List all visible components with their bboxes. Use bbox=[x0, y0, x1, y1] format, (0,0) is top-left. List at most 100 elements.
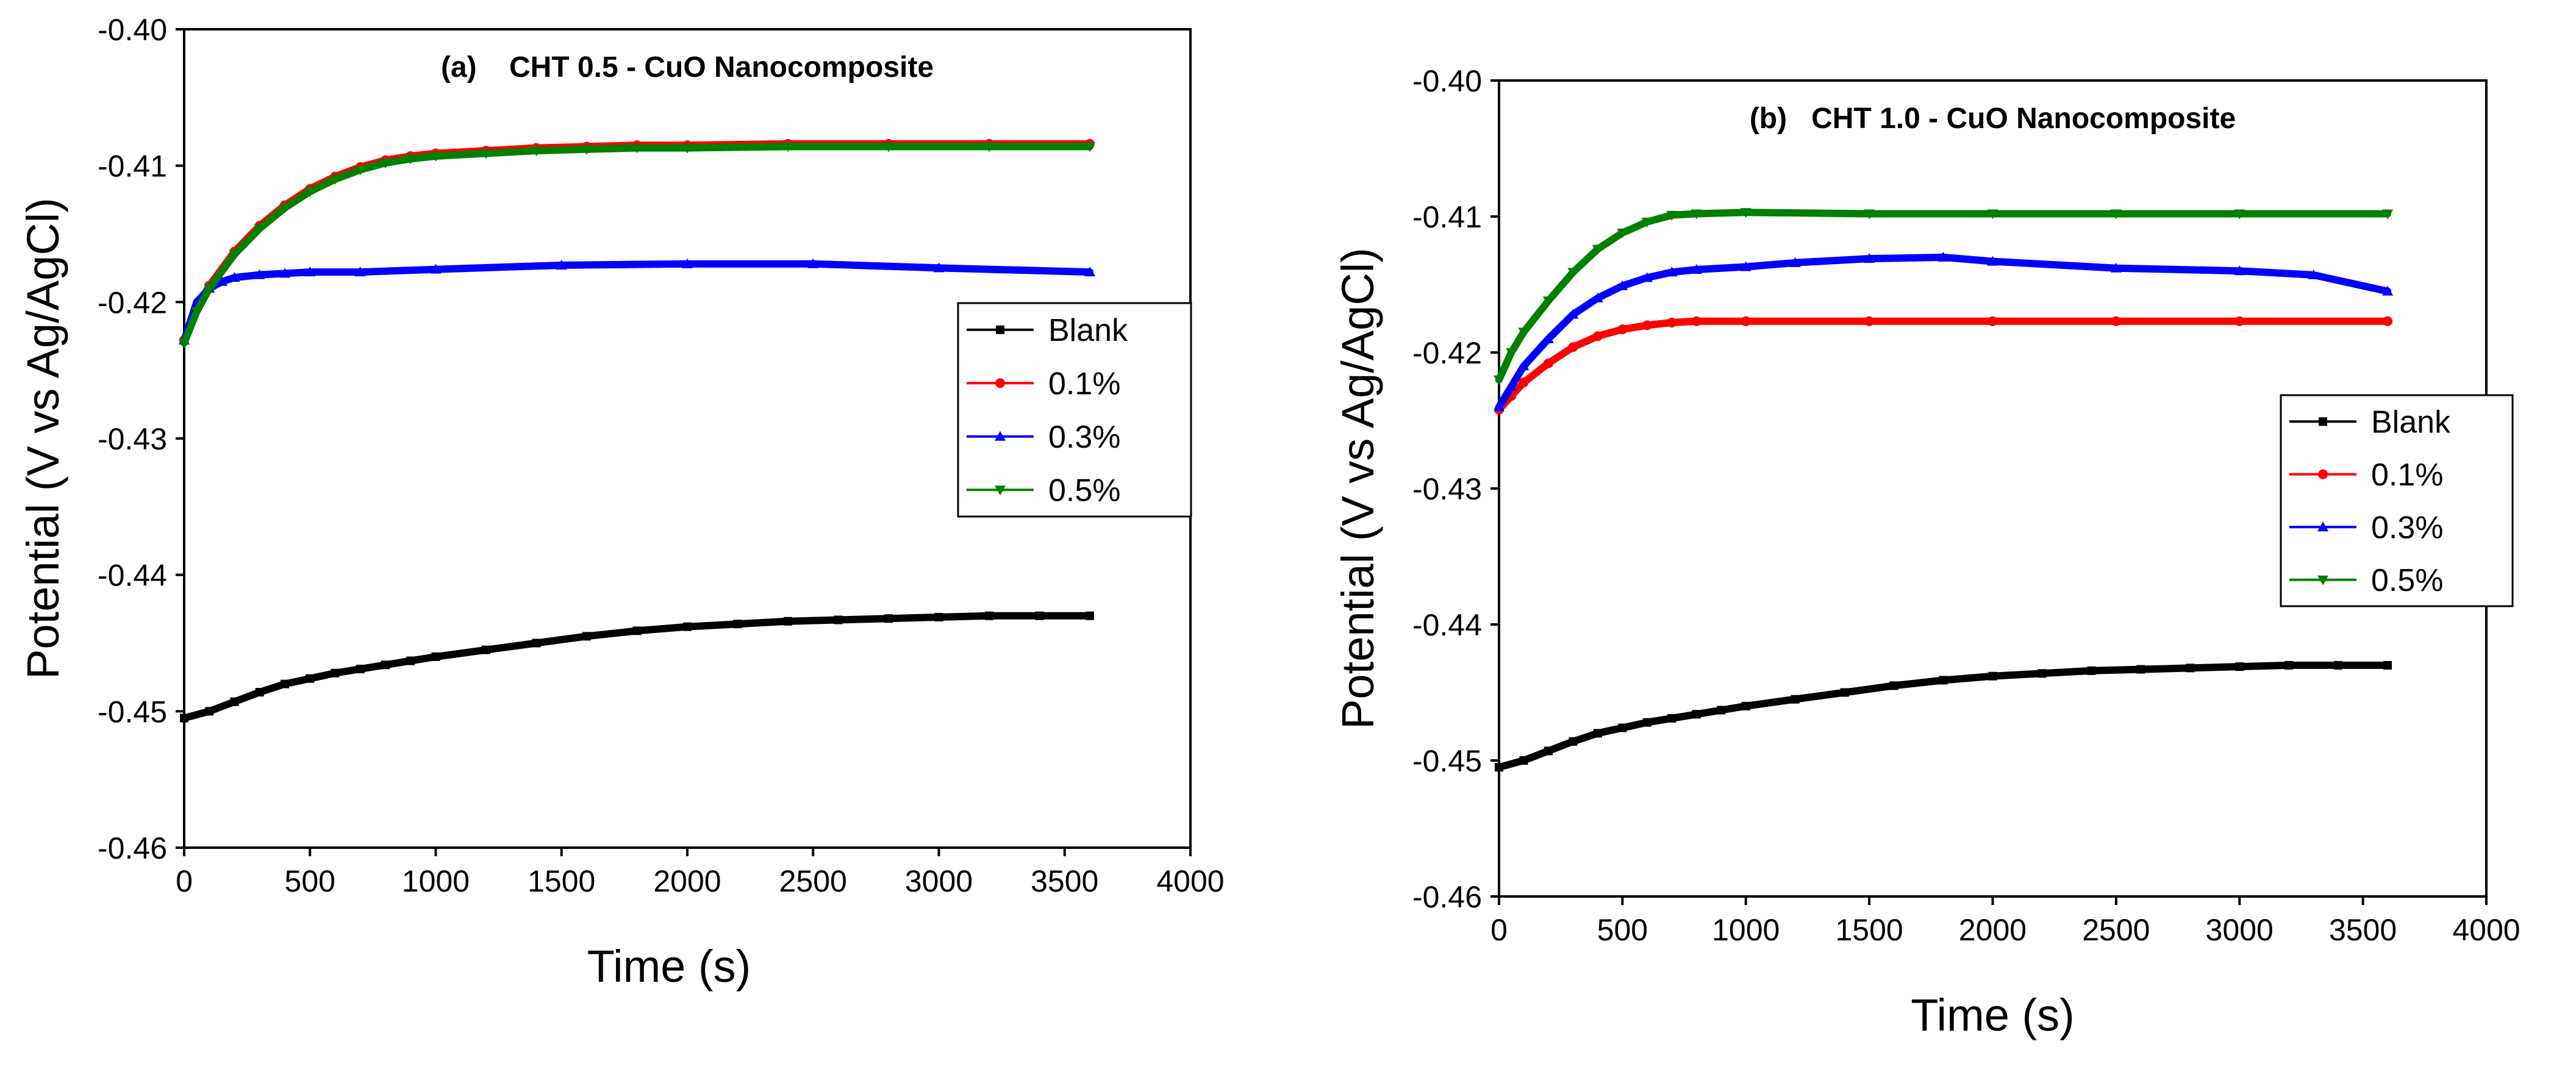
data-point bbox=[933, 262, 945, 273]
chart-panel-a: 0 500 1000 1500 2000 2500 3000 3500 4000 -0.46 -0.… bbox=[18, 13, 1225, 992]
data-point bbox=[1988, 671, 1997, 681]
data-point bbox=[1692, 710, 1701, 719]
data-point bbox=[1789, 257, 1801, 267]
data-point bbox=[1086, 611, 1094, 620]
data-point bbox=[1642, 320, 1652, 331]
data-point bbox=[216, 276, 227, 286]
data-point bbox=[482, 645, 490, 654]
data-point bbox=[1084, 142, 1095, 152]
data-point bbox=[304, 187, 316, 198]
data-point bbox=[279, 268, 290, 278]
data-point bbox=[1035, 611, 1044, 620]
y-tick-label: -0.45 bbox=[1412, 744, 1482, 778]
data-point bbox=[1506, 381, 1517, 391]
data-point bbox=[1544, 746, 1553, 756]
data-point bbox=[1791, 695, 1800, 704]
chart-panel-b: 0 500 1000 1500 2000 2500 3000 3500 4000 -0.46 -0.… bbox=[1333, 64, 2521, 1040]
data-point bbox=[581, 145, 592, 155]
data-point bbox=[733, 620, 742, 629]
data-point bbox=[1592, 331, 1603, 342]
data-point bbox=[1864, 316, 1875, 326]
legend-label: 0.5% bbox=[2371, 563, 2444, 598]
legend-label: Blank bbox=[2371, 404, 2451, 440]
data-point bbox=[230, 697, 239, 706]
data-point bbox=[1667, 714, 1676, 723]
data-point bbox=[205, 707, 214, 716]
data-point bbox=[2111, 316, 2121, 326]
x-axis-title-a: Time (s) bbox=[587, 941, 751, 992]
data-point bbox=[1864, 253, 1875, 263]
x-tick-label: 0 bbox=[176, 864, 193, 898]
data-point bbox=[1939, 676, 1948, 685]
data-point bbox=[2234, 316, 2245, 326]
legend-marker bbox=[995, 485, 1006, 496]
data-point bbox=[1494, 375, 1504, 385]
y-tick-label: -0.40 bbox=[98, 13, 167, 47]
y-tick-label: -0.46 bbox=[1412, 880, 1482, 914]
data-point bbox=[784, 617, 792, 626]
data-point bbox=[1987, 256, 1998, 266]
data-point bbox=[255, 688, 264, 697]
data-point bbox=[2383, 316, 2393, 326]
data-point bbox=[2136, 665, 2145, 674]
x-tick-label: 1500 bbox=[528, 864, 595, 898]
data-point bbox=[1494, 401, 1504, 412]
data-point bbox=[2235, 662, 2244, 671]
data-point bbox=[1519, 377, 1529, 388]
y-tick-label: -0.40 bbox=[1412, 64, 1482, 98]
data-point bbox=[2284, 660, 2294, 670]
data-point bbox=[405, 154, 417, 165]
x-tick-label: 4000 bbox=[1156, 864, 1224, 898]
data-point bbox=[279, 204, 290, 214]
data-point bbox=[1617, 228, 1628, 238]
data-point bbox=[430, 152, 442, 162]
data-point bbox=[1506, 348, 1517, 358]
data-point bbox=[1518, 327, 1530, 338]
legend-a: Blank 0.1% 0.3% 0.5% bbox=[957, 302, 1192, 518]
x-tick-label: 2500 bbox=[2082, 913, 2150, 947]
data-point bbox=[1889, 681, 1898, 690]
series-line-0-1pct bbox=[1495, 317, 2392, 413]
data-point bbox=[1740, 208, 1751, 218]
data-point bbox=[356, 664, 365, 673]
y-tick-label: -0.42 bbox=[1412, 336, 1482, 370]
data-point bbox=[1864, 209, 1875, 220]
data-point bbox=[1691, 316, 1701, 326]
data-point bbox=[179, 338, 190, 349]
legend-marker bbox=[2317, 575, 2328, 585]
legend-label: 0.5% bbox=[1048, 473, 1121, 508]
x-tick-label: 3500 bbox=[1031, 864, 1098, 898]
data-point bbox=[1690, 263, 1702, 274]
legend-marker bbox=[2317, 521, 2328, 532]
data-point bbox=[1666, 210, 1678, 221]
series-line-0-1pct bbox=[181, 140, 1093, 344]
data-point bbox=[354, 165, 366, 176]
data-point bbox=[2382, 285, 2394, 296]
data-point bbox=[1567, 268, 1579, 278]
x-tick-label: 3000 bbox=[2206, 913, 2274, 947]
data-point bbox=[1617, 280, 1628, 290]
data-point bbox=[1592, 245, 1603, 255]
series-line-0-3pct bbox=[181, 260, 1093, 344]
legend-marker bbox=[995, 431, 1006, 441]
y-tick-label: -0.43 bbox=[1412, 472, 1482, 506]
legend-marker bbox=[2319, 417, 2327, 426]
x-tick-label: 2000 bbox=[653, 864, 721, 898]
x-tick-label: 500 bbox=[1597, 913, 1648, 947]
data-point bbox=[532, 639, 541, 648]
series-line-0-3pct bbox=[1495, 253, 2392, 411]
x-tick-label: 0 bbox=[1490, 913, 1508, 947]
data-point bbox=[1937, 251, 1949, 262]
data-point bbox=[229, 250, 240, 260]
data-point bbox=[2038, 669, 2047, 678]
legend-label: 0.1% bbox=[2371, 457, 2444, 493]
chart-title-a: (a) CHT 0.5 - CuO Nanocomposite bbox=[441, 51, 934, 84]
data-point bbox=[481, 149, 492, 159]
data-point bbox=[329, 175, 341, 185]
data-point bbox=[180, 714, 188, 723]
data-point bbox=[204, 284, 215, 294]
data-point bbox=[2110, 209, 2122, 220]
legend-label: 0.3% bbox=[2371, 510, 2444, 545]
data-point bbox=[2382, 209, 2394, 220]
